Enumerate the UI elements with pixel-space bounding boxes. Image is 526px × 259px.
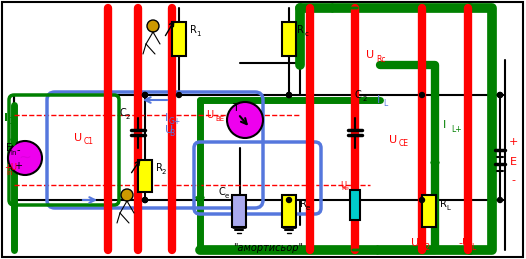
Text: C2: C2	[421, 242, 431, 251]
Text: E: E	[510, 157, 517, 167]
Circle shape	[177, 92, 181, 97]
Text: -U: -U	[459, 238, 471, 248]
Bar	[282, 22, 296, 56]
Text: I: I	[377, 95, 380, 105]
Circle shape	[287, 92, 291, 97]
Text: L+: L+	[451, 125, 462, 133]
Text: in: in	[6, 170, 13, 176]
Circle shape	[143, 198, 147, 203]
Text: C: C	[355, 90, 361, 100]
Text: c: c	[305, 31, 309, 37]
Text: 2: 2	[162, 169, 166, 175]
Text: C: C	[218, 187, 225, 197]
Text: G+: G+	[169, 118, 181, 126]
Circle shape	[287, 92, 291, 97]
Text: U: U	[206, 110, 214, 120]
Circle shape	[143, 92, 147, 97]
Circle shape	[498, 198, 502, 203]
Text: CE: CE	[399, 140, 409, 148]
Circle shape	[420, 198, 424, 203]
Bar	[172, 22, 186, 56]
Text: e: e	[306, 205, 310, 211]
Text: L: L	[446, 205, 450, 211]
Text: 2: 2	[363, 96, 367, 102]
Text: +U: +U	[4, 163, 17, 172]
Text: +: +	[508, 137, 518, 147]
Text: "амортисьор": "амортисьор"	[233, 243, 303, 253]
Bar	[232, 195, 246, 227]
Text: C: C	[119, 108, 126, 118]
Text: R: R	[440, 199, 447, 209]
Text: -: -	[511, 175, 515, 185]
Text: L: L	[383, 99, 387, 109]
Bar	[422, 195, 436, 227]
Text: B: B	[169, 130, 174, 139]
Text: R: R	[190, 25, 197, 35]
Text: in: in	[10, 150, 16, 156]
Text: BE: BE	[215, 116, 224, 122]
Text: E: E	[6, 143, 12, 153]
Text: U: U	[74, 133, 82, 143]
Text: +: +	[14, 161, 22, 171]
Text: U: U	[411, 238, 419, 248]
Circle shape	[498, 92, 502, 97]
Circle shape	[498, 92, 502, 97]
Text: 2: 2	[126, 114, 130, 120]
Text: 1: 1	[196, 31, 200, 37]
Text: C1: C1	[84, 138, 94, 147]
Text: U: U	[366, 50, 374, 60]
Circle shape	[121, 189, 133, 201]
Circle shape	[143, 92, 147, 97]
Text: I: I	[4, 113, 8, 123]
Text: e: e	[225, 193, 229, 199]
Text: U: U	[165, 125, 173, 135]
Text: U: U	[340, 181, 346, 190]
Bar	[282, 195, 296, 227]
Text: L: L	[471, 242, 476, 251]
Bar	[138, 160, 152, 192]
Bar	[350, 190, 360, 220]
Text: -: -	[16, 145, 20, 155]
Text: T: T	[232, 103, 239, 113]
Circle shape	[420, 92, 424, 97]
Text: R: R	[156, 163, 163, 173]
Text: G-: G-	[8, 118, 17, 126]
Circle shape	[227, 102, 263, 138]
Circle shape	[143, 198, 147, 203]
Text: R: R	[300, 199, 307, 209]
Circle shape	[287, 198, 291, 203]
Circle shape	[147, 20, 159, 32]
Text: ~: ~	[18, 149, 32, 164]
Circle shape	[8, 141, 42, 175]
Text: U: U	[389, 135, 397, 145]
Text: R: R	[297, 25, 304, 35]
Text: Rc: Rc	[376, 54, 386, 63]
Text: I: I	[165, 113, 168, 123]
Text: I: I	[443, 120, 447, 130]
Text: Re: Re	[341, 186, 349, 191]
